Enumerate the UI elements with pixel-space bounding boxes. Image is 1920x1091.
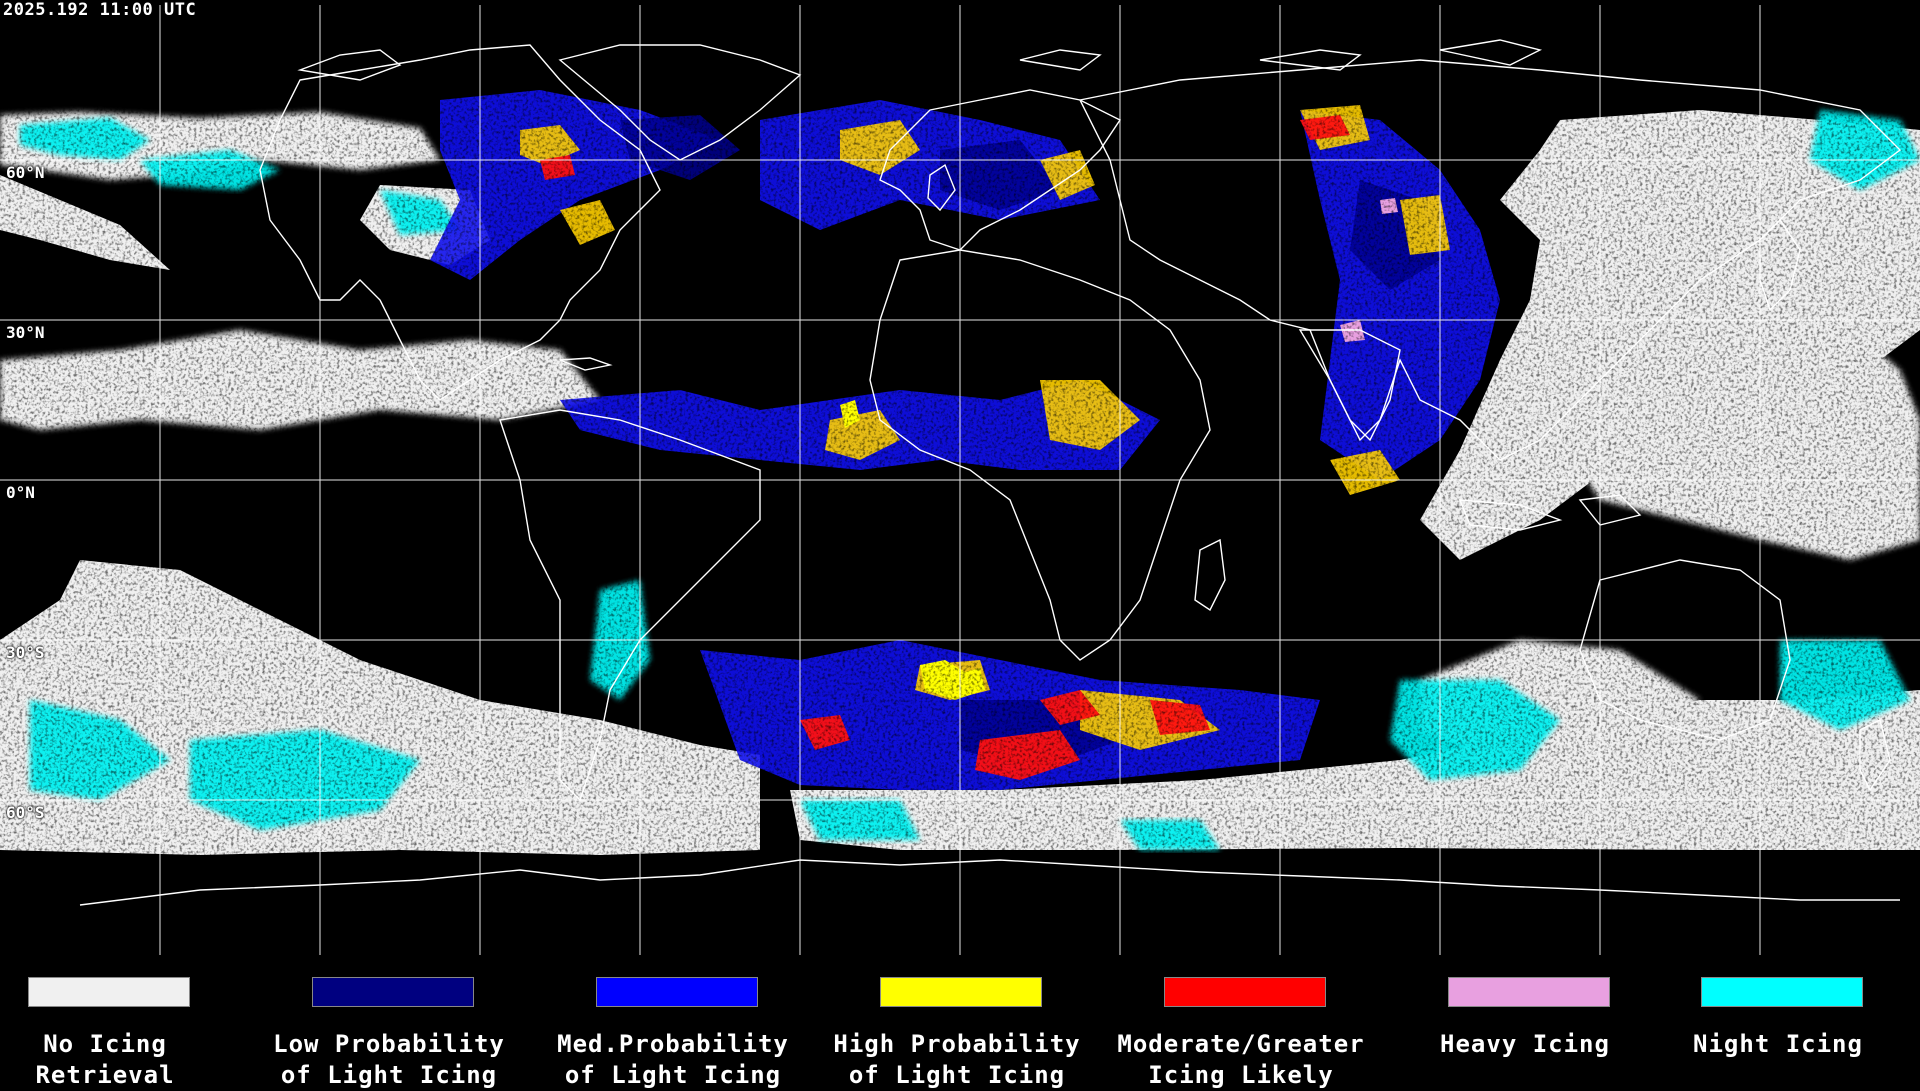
timestamp: 2025.192 11:00 UTC: [3, 0, 197, 20]
legend-label-line2: of Light Icing: [848, 1061, 1066, 1089]
legend-item-heavy-icing: Heavy Icing: [1375, 977, 1645, 1077]
legend-label: No Icing Retrieval: [0, 1029, 255, 1091]
lat-label-0n: 0°N: [6, 483, 35, 502]
legend: No Icing Retrieval Low Probability of Li…: [0, 960, 1920, 1089]
legend-label-line2: of Light Icing: [280, 1061, 498, 1089]
legend-label-line1: Low Probability: [273, 1030, 505, 1058]
legend-swatch: [28, 977, 190, 1007]
legend-item-med-probability: Med.Probability of Light Icing: [523, 977, 793, 1089]
legend-swatch: [1448, 977, 1610, 1007]
legend-item-no-icing: No Icing Retrieval: [0, 977, 225, 1089]
graticule: [0, 5, 1920, 955]
lat-label-30n: 30°N: [6, 323, 45, 342]
legend-label: Med.Probability of Light Icing: [523, 1029, 823, 1091]
icing-map: 2025.192 11:00 UTC 60°N 30°N 0°N 30°S 60…: [0, 0, 1920, 960]
legend-label: Low Probability of Light Icing: [239, 1029, 539, 1091]
lat-label-60s: 60°S: [6, 803, 45, 822]
lat-label-30s: 30°S: [6, 643, 45, 662]
legend-label-line2: of Light Icing: [564, 1061, 782, 1089]
legend-label-line1: Med.Probability: [557, 1030, 789, 1058]
legend-label-line2: Retrieval: [35, 1061, 175, 1089]
legend-swatch: [596, 977, 758, 1007]
legend-label-line1: No Icing: [43, 1030, 167, 1058]
legend-label-line1: Night Icing: [1693, 1030, 1863, 1058]
legend-swatch: [312, 977, 474, 1007]
lat-label-60n: 60°N: [6, 163, 45, 182]
legend-label: Moderate/Greater Icing Likely: [1091, 1029, 1391, 1091]
legend-item-high-probability: High Probability of Light Icing: [807, 977, 1080, 1089]
legend-label-line1: Moderate/Greater: [1117, 1030, 1365, 1058]
legend-swatch: [1164, 977, 1326, 1007]
legend-label-line1: High Probability: [833, 1030, 1081, 1058]
legend-item-night-icing: Night Icing: [1628, 977, 1898, 1077]
map-canvas: [0, 0, 1920, 960]
legend-swatch: [1701, 977, 1863, 1007]
coastlines: [79, 39, 1902, 906]
legend-swatch: [880, 977, 1042, 1007]
legend-item-moderate-icing: Moderate/Greater Icing Likely: [1091, 977, 1364, 1089]
legend-item-low-probability: Low Probability of Light Icing: [239, 977, 509, 1089]
legend-label: Heavy Icing: [1375, 1029, 1675, 1060]
legend-label: High Probability of Light Icing: [807, 1029, 1107, 1091]
legend-label: Night Icing: [1628, 1029, 1920, 1060]
legend-label-line2: Icing Likely: [1148, 1061, 1334, 1089]
legend-label-line1: Heavy Icing: [1440, 1030, 1610, 1058]
